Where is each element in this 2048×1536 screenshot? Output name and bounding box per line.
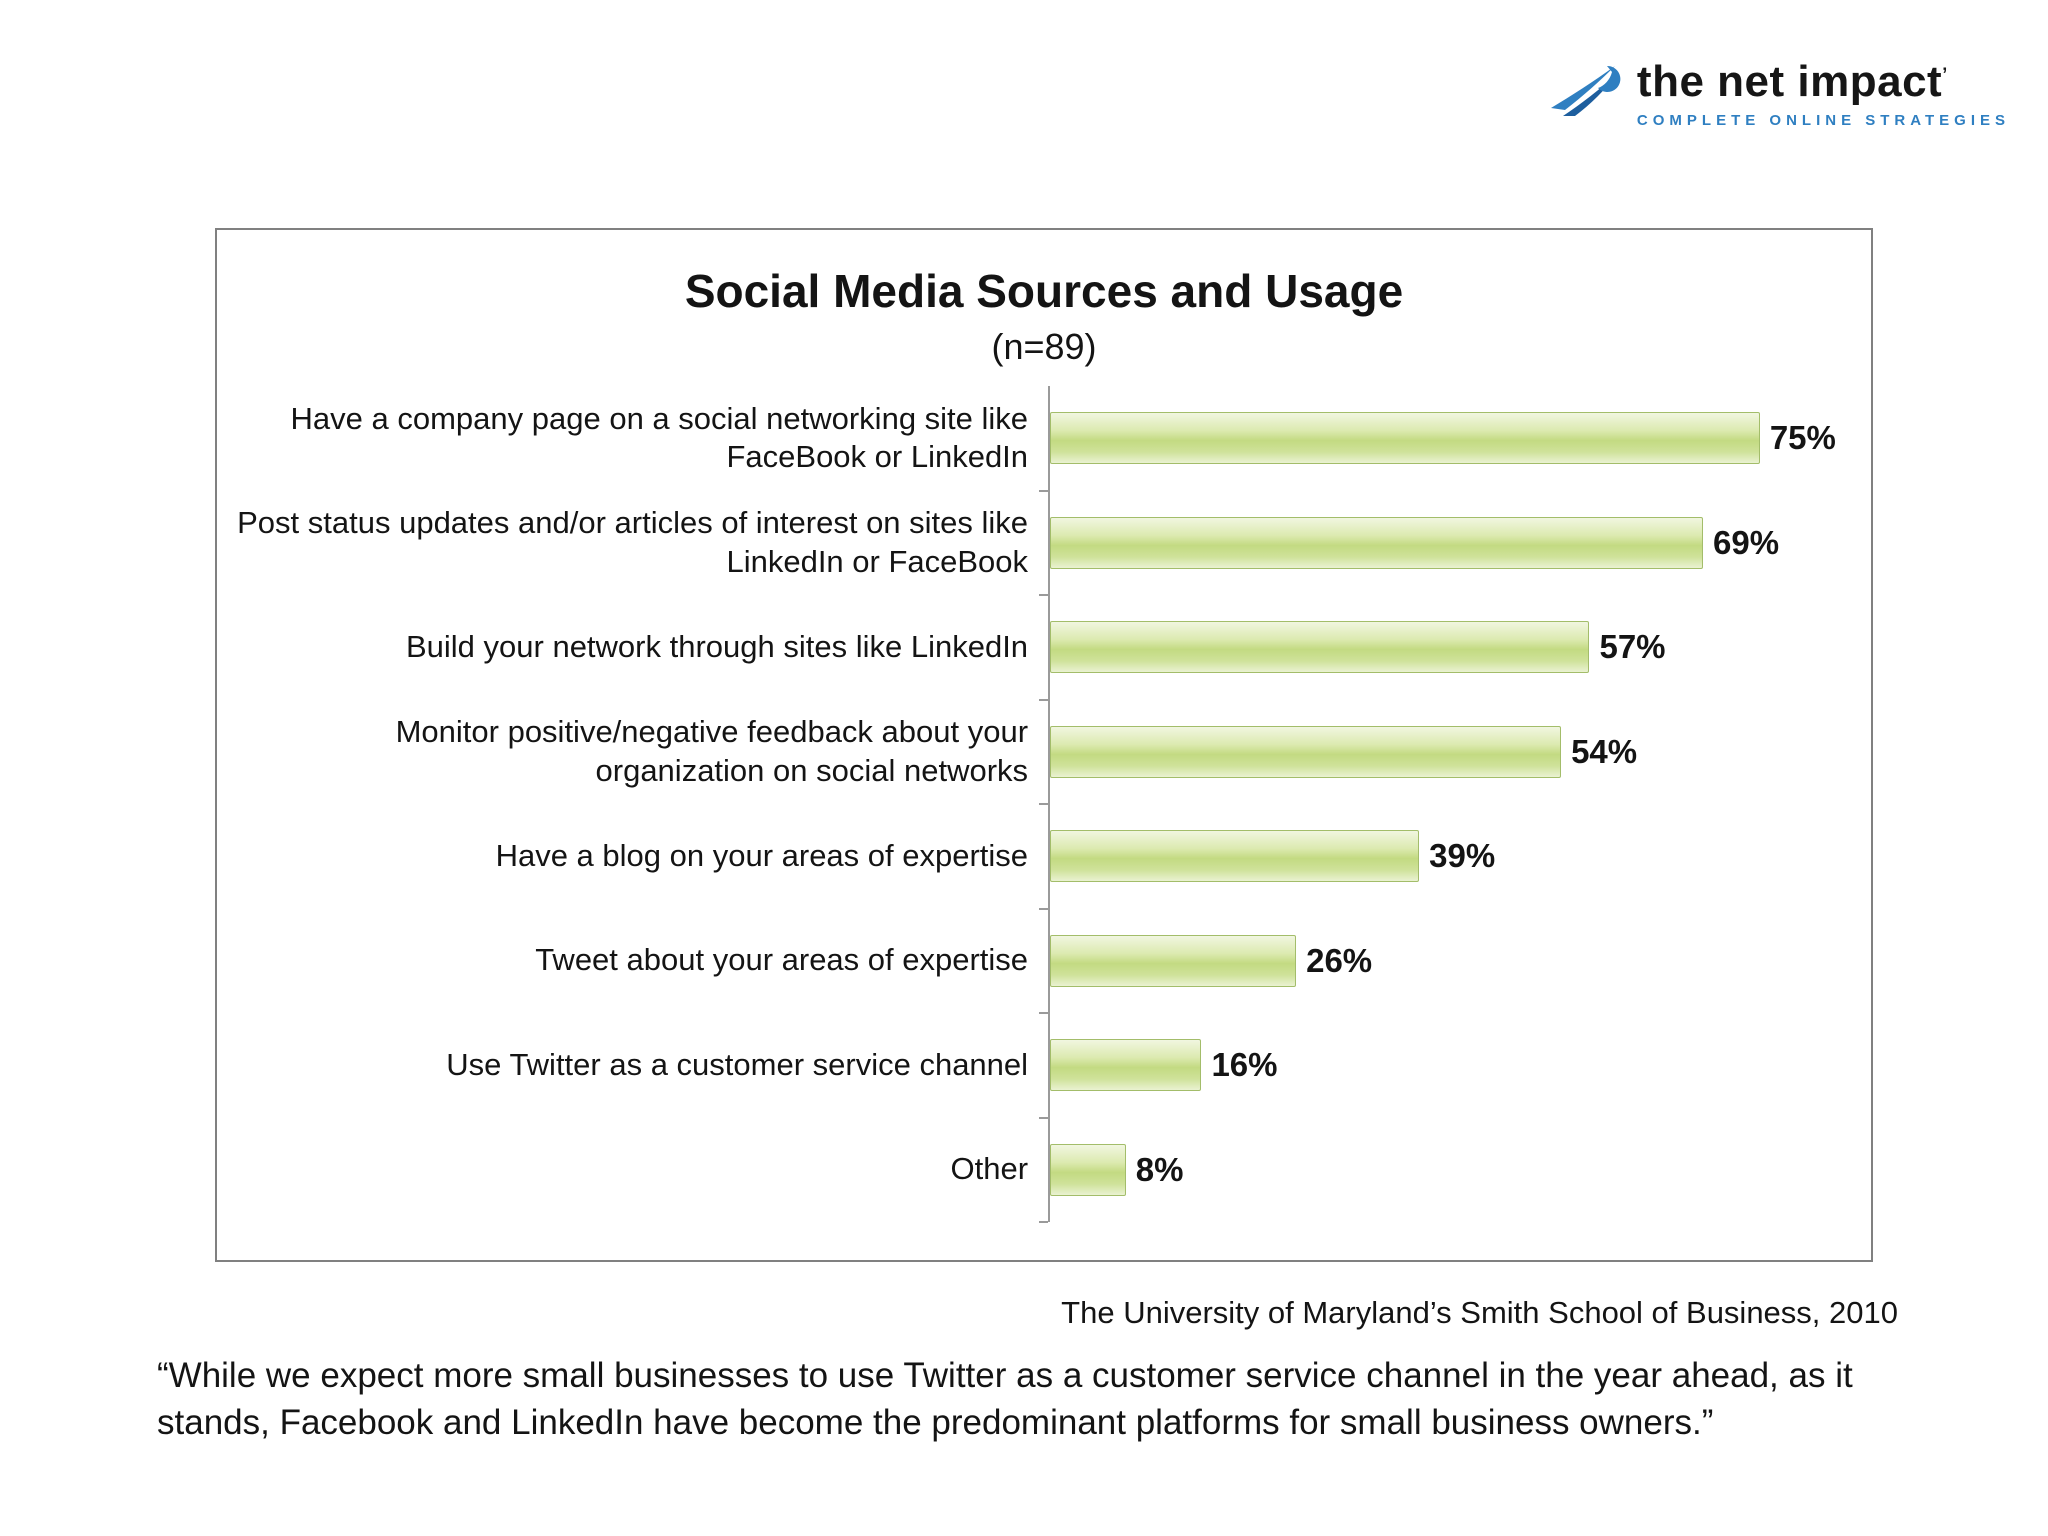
bar-area: 57% xyxy=(1039,595,1845,700)
bar xyxy=(1050,725,1562,778)
chart-row: Tweet about your areas of expertise 26% xyxy=(235,908,1845,1014)
chart-row: Have a company page on a social networki… xyxy=(235,386,1845,491)
value-label: 16% xyxy=(1211,1046,1278,1084)
bar xyxy=(1050,412,1760,465)
logo-mark: ’ xyxy=(1942,64,1948,85)
bar-area: 54% xyxy=(1039,699,1845,805)
swoosh-comet-icon xyxy=(1550,65,1621,116)
chart-row: Build your network through sites like Li… xyxy=(235,595,1845,700)
bar xyxy=(1050,516,1704,569)
bar-area: 69% xyxy=(1039,490,1845,596)
category-label: Other xyxy=(950,1151,1029,1187)
chart-row: Have a blog on your areas of expertise 39… xyxy=(235,804,1845,909)
bar xyxy=(1050,621,1590,674)
chart-subtitle: (n=89) xyxy=(991,326,1097,367)
category-label: Tweet about your areas of expertise xyxy=(535,942,1029,978)
net-impact-logo: the net impact’ COMPLETE ONLINE STRATEGI… xyxy=(1549,60,2010,129)
category-label: Post status updates and/or articles of i… xyxy=(237,505,1029,579)
value-label: 75% xyxy=(1769,419,1836,457)
category-label: Have a blog on your areas of expertise xyxy=(495,837,1029,873)
bar-area: 75% xyxy=(1039,386,1845,491)
category-label: Build your network through sites like Li… xyxy=(405,628,1029,664)
category-label: Use Twitter as a customer service channe… xyxy=(446,1046,1029,1082)
bar xyxy=(1050,1039,1202,1092)
plot: Have a company page on a social networki… xyxy=(235,386,1845,1223)
category-label: Have a company page on a social networki… xyxy=(290,400,1029,475)
chart-title: Social Media Sources and Usage xyxy=(684,265,1404,317)
bar-area: 16% xyxy=(1039,1013,1845,1118)
bar xyxy=(1050,934,1297,987)
value-label: 69% xyxy=(1713,523,1780,561)
category-label: Monitor positive/negative feedback about… xyxy=(395,714,1029,788)
value-label: 26% xyxy=(1306,941,1373,979)
value-label: 57% xyxy=(1599,628,1666,666)
source-attribution: The University of Maryland’s Smith Schoo… xyxy=(1061,1295,1898,1330)
bar-area: 26% xyxy=(1039,908,1845,1014)
value-label: 39% xyxy=(1429,837,1496,875)
quote-text: “While we expect more small businesses t… xyxy=(157,1356,1853,1443)
bar xyxy=(1050,830,1420,883)
logo-text: the net impact’ COMPLETE ONLINE STRATEGI… xyxy=(1636,57,2010,130)
bar-area: 8% xyxy=(1039,1117,1845,1223)
value-label: 54% xyxy=(1571,732,1638,770)
logo-tagline: COMPLETE ONLINE STRATEGIES xyxy=(1636,112,2010,129)
chart-row: Post status updates and/or articles of i… xyxy=(235,490,1845,596)
chart: Social Media Sources and Usage (n=89) Ha… xyxy=(215,228,1873,1262)
chart-row: Other 8% xyxy=(235,1117,1845,1223)
chart-row: Use Twitter as a customer service channe… xyxy=(235,1013,1845,1118)
logo-name: the net impact’ xyxy=(1636,57,1948,106)
bar-area: 39% xyxy=(1039,804,1845,909)
bar xyxy=(1050,1143,1126,1196)
value-label: 8% xyxy=(1135,1150,1184,1188)
chart-row: Monitor positive/negative feedback about… xyxy=(235,699,1845,805)
